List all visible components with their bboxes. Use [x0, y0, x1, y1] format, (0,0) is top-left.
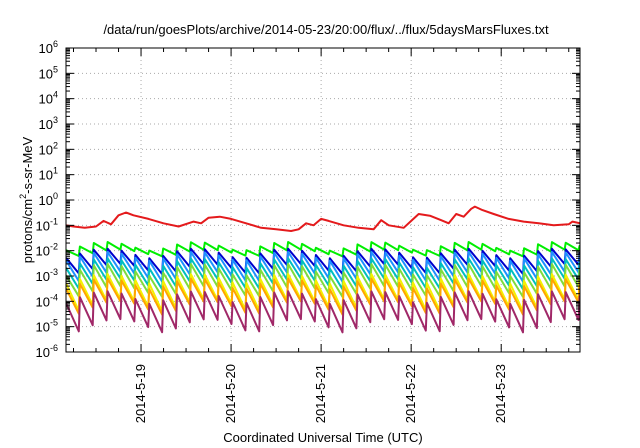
y-tick-label: 10-6 [36, 343, 58, 360]
series-line-3 [66, 250, 580, 283]
y-tick-label-base: 10 [39, 41, 53, 56]
y-tick-label: 104 [39, 90, 58, 107]
y-tick-label: 103 [39, 115, 58, 132]
series-line-2 [66, 247, 580, 275]
series-line-5 [66, 262, 580, 298]
series-line-7 [66, 277, 580, 316]
grid-lines [66, 48, 580, 352]
y-tick-label-exponent: -4 [50, 292, 58, 302]
y-tick-label: 105 [39, 64, 58, 81]
y-tick-label-base: 10 [36, 294, 50, 309]
y-tick-label-base: 10 [39, 66, 53, 81]
x-tick-label: 2014-5-21 [313, 364, 328, 423]
y-tick-label-exponent: 5 [53, 64, 58, 74]
y-tick-label: 10-4 [36, 292, 58, 309]
x-tick-labels: 2014-5-19 2014-5-20 2014-5-21 2014-5-22 2014… [133, 364, 508, 423]
y-tick-label: 10-1 [36, 216, 58, 233]
y-tick-label: 100 [39, 191, 58, 208]
y-tick-label-base: 10 [36, 218, 50, 233]
series-line-4 [66, 257, 580, 291]
y-tick-label-exponent: -2 [50, 242, 58, 252]
series-lines [66, 205, 580, 334]
x-tick-label: 2014-5-20 [223, 364, 238, 423]
y-tick-label-exponent: -1 [50, 216, 58, 226]
y-tick-label-exponent: 4 [53, 90, 58, 100]
y-tick-label-exponent: -3 [50, 267, 58, 277]
y-tick-label-base: 10 [36, 244, 50, 259]
y-tick-label-base: 10 [39, 117, 53, 132]
y-axis-label-main: protons/cm [20, 199, 35, 263]
tick-marks [66, 47, 580, 353]
y-tick-labels: 10-610-510-410-310-210-11001011021031041… [36, 39, 58, 360]
x-tick-label: 2014-5-22 [403, 364, 418, 423]
y-tick-label-exponent: 6 [53, 39, 58, 49]
y-tick-label-base: 10 [39, 92, 53, 107]
y-axis-label-suffix: -s-sr-MeV [20, 136, 35, 193]
y-tick-label-base: 10 [39, 193, 53, 208]
y-tick-label-exponent: 0 [53, 191, 58, 201]
y-tick-label-base: 10 [36, 345, 50, 360]
x-axis-label: Coordinated Universal Time (UTC) [223, 430, 422, 445]
y-tick-label-base: 10 [39, 168, 53, 183]
y-tick-label-base: 10 [36, 269, 50, 284]
y-tick-label-exponent: -6 [50, 343, 58, 353]
y-tick-label: 101 [39, 166, 58, 183]
y-tick-label-exponent: -5 [50, 318, 58, 328]
y-tick-label: 10-3 [36, 267, 58, 284]
y-tick-label-exponent: 1 [53, 166, 58, 176]
y-axis-label-exponent: 2 [18, 194, 28, 199]
y-tick-label-base: 10 [39, 142, 53, 157]
chart-title: /data/run/goesPlots/archive/2014-05-23/2… [103, 22, 549, 37]
series-line-8 [66, 290, 580, 334]
y-axis-label: protons/cm2-s-sr-MeV [18, 136, 35, 263]
x-tick-label: 2014-5-19 [133, 364, 148, 423]
y-tick-label: 102 [39, 140, 58, 157]
series-line-0 [66, 205, 580, 232]
series-line-6 [66, 273, 580, 313]
y-tick-label-exponent: 3 [53, 115, 58, 125]
x-tick-label: 2014-5-23 [493, 364, 508, 423]
series-line-1 [66, 241, 580, 258]
y-tick-label: 10-5 [36, 318, 58, 335]
y-tick-label-base: 10 [36, 320, 50, 335]
plot-frame [65, 47, 581, 353]
y-tick-label: 10-2 [36, 242, 58, 259]
y-tick-label: 106 [39, 39, 58, 56]
y-tick-label-exponent: 2 [53, 140, 58, 150]
